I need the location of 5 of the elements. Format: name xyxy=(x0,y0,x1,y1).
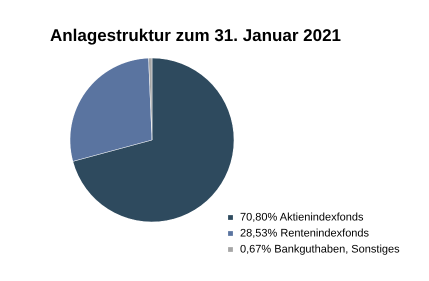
pie-slice xyxy=(72,58,234,222)
chart-title: Anlagestruktur zum 31. Januar 2021 xyxy=(50,26,342,45)
legend-label: 28,53% Rentenindexfonds xyxy=(240,228,370,240)
legend-label: 0,67% Bankguthaben, Sonstiges xyxy=(240,244,400,256)
legend-label: 70,80% Aktienindexfonds xyxy=(240,212,364,224)
